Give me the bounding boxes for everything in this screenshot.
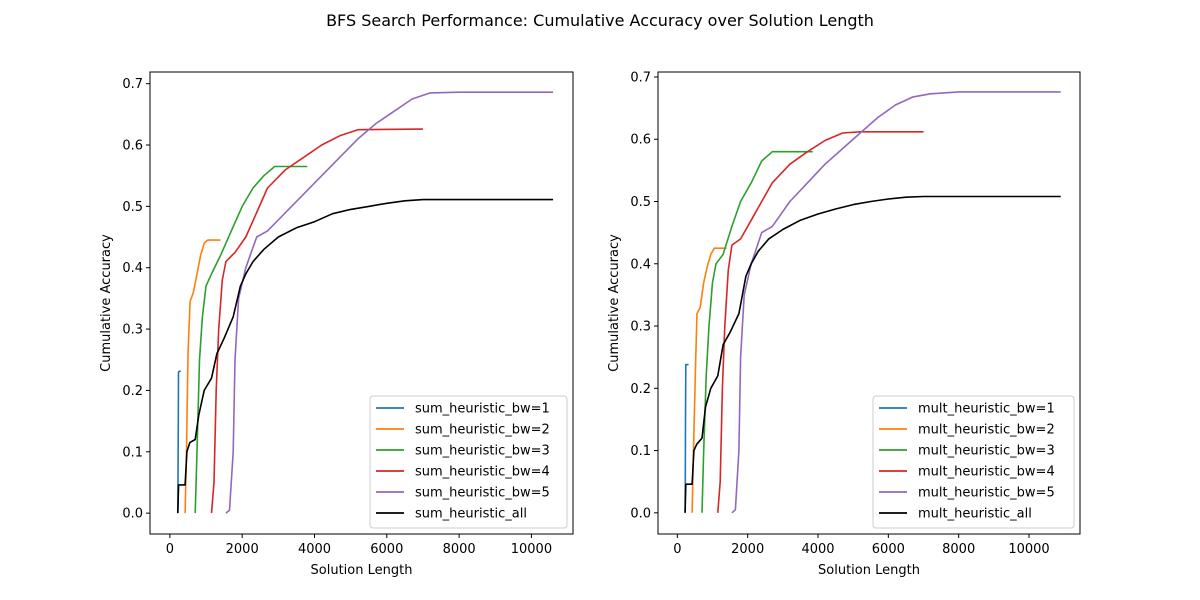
series-line-mult-heuristic-all <box>684 195 1061 513</box>
legend-label: mult_heuristic_bw=3 <box>918 444 1055 459</box>
y-tick-label: 0.2 <box>122 384 143 399</box>
legend-label: sum_heuristic_bw=5 <box>415 486 550 501</box>
legend-label: sum_heuristic_bw=4 <box>415 465 550 480</box>
x-tick-label: 6000 <box>370 542 403 557</box>
legend-box <box>872 395 1075 529</box>
series-line-sum-heuristic-bw-3 <box>194 165 308 514</box>
series-lines <box>684 91 1061 514</box>
x-axis-label: Solution Length <box>818 563 920 578</box>
plot-frame <box>657 71 1081 535</box>
series-line-sum-heuristic-bw-5 <box>225 91 554 514</box>
x-tick-label: 4000 <box>801 542 834 557</box>
series-line-mult-heuristic-bw-2 <box>691 247 727 513</box>
x-tick-label: 6000 <box>872 542 905 557</box>
x-tick-label: 2000 <box>226 542 259 557</box>
series-line-mult-heuristic-bw-5 <box>731 91 1061 514</box>
x-tick-label: 10000 <box>1008 542 1049 557</box>
y-tick-label: 0.2 <box>630 382 651 397</box>
legend-label: mult_heuristic_bw=5 <box>918 486 1055 501</box>
y-tick-label: 0.4 <box>122 261 143 276</box>
series-line-sum-heuristic-bw-4 <box>210 128 424 514</box>
y-tick-label: 0.1 <box>122 445 143 460</box>
y-tick-label: 0.0 <box>122 507 143 522</box>
series-line-mult-heuristic-bw-4 <box>717 131 924 513</box>
y-tick-label: 0.3 <box>122 323 143 338</box>
series-lines <box>177 91 554 514</box>
y-tick-label: 0.1 <box>630 444 651 459</box>
series-line-mult-heuristic-bw-3 <box>701 150 813 513</box>
x-tick-label: 8000 <box>942 542 975 557</box>
series-line-sum-heuristic-all <box>177 198 554 514</box>
y-tick-label: 0.6 <box>630 133 651 148</box>
x-axis-label: Solution Length <box>311 563 413 578</box>
y-tick-label: 0.5 <box>630 195 651 210</box>
legend-label: sum_heuristic_bw=2 <box>415 423 550 438</box>
legend-label: sum_heuristic_bw=3 <box>415 444 550 459</box>
x-tick-label: 0 <box>673 542 681 557</box>
figure-title: BFS Search Performance: Cumulative Accur… <box>326 11 874 30</box>
series-line-sum-heuristic-bw-2 <box>184 239 221 514</box>
y-tick-label: 0.4 <box>630 257 651 272</box>
right-chart-panel: 0 2000 4000 6000 8000 10000 0.0 0.1 0.2 0.3 0.4 0.5… <box>607 70 1081 578</box>
legend: mult_heuristic_bw=1 mult_heuristic_bw=2mu… <box>872 395 1075 529</box>
legend-label: sum_heuristic_all <box>415 507 527 522</box>
y-tick-label: 0.0 <box>630 506 651 521</box>
x-tick-label: 8000 <box>443 542 476 557</box>
legend-box <box>369 395 568 529</box>
y-tick-label: 0.5 <box>122 200 143 215</box>
legend-label: mult_heuristic_bw=1 <box>918 402 1055 417</box>
y-axis-label: Cumulative Accuracy <box>99 234 114 372</box>
x-tick-label: 10000 <box>511 542 552 557</box>
y-tick-label: 0.3 <box>630 320 651 335</box>
legend-label: mult_heuristic_all <box>918 507 1032 522</box>
x-tick-label: 2000 <box>731 542 764 557</box>
x-tick-label: 0 <box>166 542 174 557</box>
legend-label: sum_heuristic_bw=1 <box>415 402 550 417</box>
x-tick-label: 4000 <box>298 542 331 557</box>
left-chart-panel: 0 2000 4000 6000 8000 10000 0.0 0.1 0.2 0.3 0.4 0.5… <box>99 71 574 578</box>
y-tick-label: 0.7 <box>630 70 651 85</box>
legend: sum_heuristic_bw=1 sum_heuristic_bw=2 sum_… <box>369 395 568 529</box>
legend-label: mult_heuristic_bw=2 <box>918 423 1055 438</box>
legend-label: mult_heuristic_bw=4 <box>918 465 1055 480</box>
y-axis-label: Cumulative Accuracy <box>607 234 622 372</box>
plot-frame <box>149 71 574 535</box>
y-tick-label: 0.7 <box>122 77 143 92</box>
y-tick-label: 0.6 <box>122 139 143 154</box>
